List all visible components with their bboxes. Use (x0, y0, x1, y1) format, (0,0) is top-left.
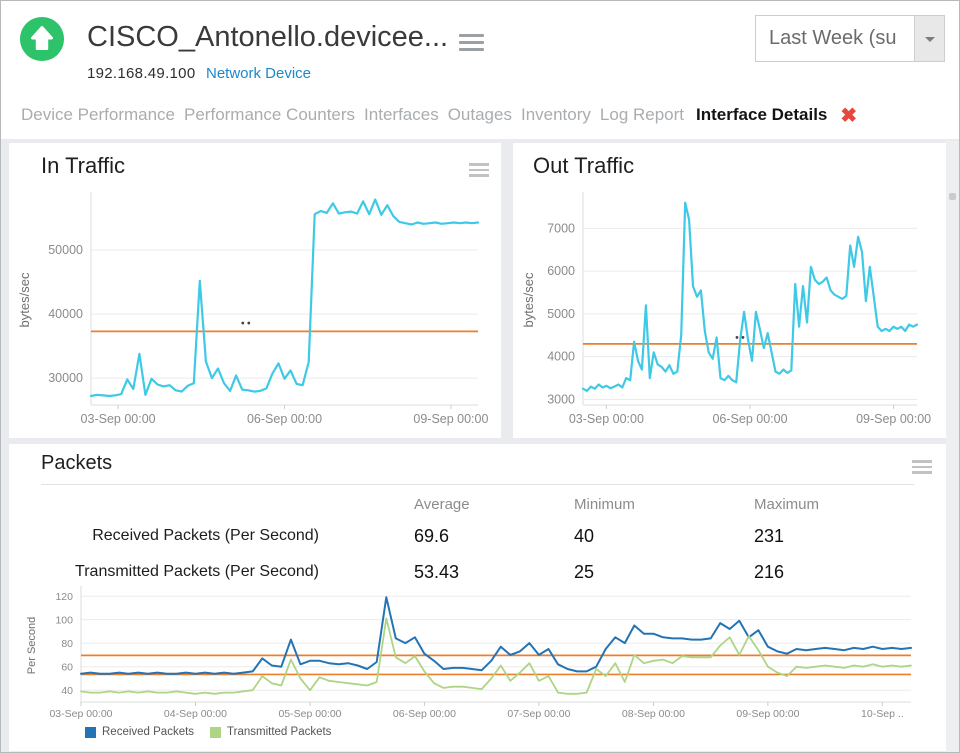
transmitted-swatch-icon (210, 726, 222, 738)
svg-text:40000: 40000 (48, 307, 83, 321)
legend-received: Received Packets (85, 726, 194, 738)
svg-text:03-Sep 00:00: 03-Sep 00:00 (569, 412, 644, 426)
svg-text:Per Second: Per Second (26, 617, 38, 674)
in-traffic-title: In Traffic (41, 153, 125, 178)
device-type-link[interactable]: Network Device (206, 65, 312, 82)
svg-text:04-Sep 00:00: 04-Sep 00:00 (164, 708, 227, 720)
column-average: Average (414, 495, 470, 513)
svg-text:09-Sep 00:00: 09-Sep 00:00 (736, 708, 799, 720)
close-icon[interactable]: ✖ (840, 104, 858, 127)
legend-transmitted: Transmitted Packets (210, 726, 331, 738)
tab-outages[interactable]: Outages (447, 105, 512, 124)
packets-panel: Packets Average Minimum Maximum Received… (9, 444, 946, 751)
packets-legend: Received Packets Transmitted Packets (85, 726, 331, 738)
transmitted-average: 53.43 (414, 561, 460, 582)
tab-inventory[interactable]: Inventory (520, 105, 591, 124)
time-range-select[interactable]: Last Week (su (755, 15, 945, 62)
svg-text:30000: 30000 (48, 371, 83, 385)
svg-text:4000: 4000 (547, 350, 575, 364)
svg-text:80: 80 (61, 638, 73, 650)
chevron-down-icon[interactable] (914, 16, 944, 61)
device-status-up-icon (19, 16, 65, 62)
svg-text:120: 120 (55, 591, 73, 603)
svg-text:09-Sep 00:00: 09-Sep 00:00 (856, 412, 931, 426)
device-menu-icon[interactable] (459, 34, 484, 55)
svg-text:08-Sep 00:00: 08-Sep 00:00 (622, 708, 685, 720)
svg-text:3000: 3000 (547, 392, 575, 406)
svg-text:06-Sep 00:00: 06-Sep 00:00 (247, 412, 322, 426)
out-traffic-panel: Out Traffic 3000 4000 5000 6000 7000 03-Sep 0… (513, 143, 946, 438)
divider (41, 484, 914, 485)
legend-received-label: Received Packets (102, 726, 195, 738)
received-maximum: 231 (754, 525, 785, 546)
svg-text:10-Sep ..: 10-Sep .. (861, 708, 904, 720)
header: CISCO_Antonello.devicee... Last Week (su… (1, 1, 959, 139)
received-minimum: 40 (574, 525, 595, 546)
out-traffic-chart: 3000 4000 5000 6000 7000 03-Sep 00:00 06-Sep 0… (521, 192, 931, 426)
packets-title: Packets (41, 452, 113, 474)
device-ip: 192.168.49.100 (87, 65, 196, 82)
time-range-value: Last Week (su (769, 27, 897, 49)
received-average: 69.6 (414, 525, 450, 546)
packets-menu-icon[interactable] (912, 460, 932, 477)
svg-text:5000: 5000 (547, 307, 575, 321)
vertical-scrollbar[interactable] (946, 141, 959, 752)
in-traffic-chart: 30000 40000 50000 03-Sep 00:00 06-Sep 00:00 0… (17, 192, 488, 426)
column-maximum: Maximum (754, 495, 820, 513)
packets-chart: 40 60 80 100 120 03-Sep 00:00 04-Sep 00:00 05-S… (26, 586, 912, 720)
table-row: Received Packets (Per Second) 69.6 40 23… (9, 518, 946, 554)
row-label-received: Received Packets (Per Second) (92, 527, 319, 544)
column-minimum: Minimum (574, 495, 635, 513)
transmitted-minimum: 25 (574, 561, 595, 582)
in-traffic-panel: In Traffic 30000 40000 50000 03-Sep 00:00 06… (9, 143, 501, 438)
svg-text:6000: 6000 (547, 264, 575, 278)
svg-text:03-Sep 00:00: 03-Sep 00:00 (49, 708, 112, 720)
tab-log-report[interactable]: Log Report (599, 105, 685, 124)
transmitted-maximum: 216 (754, 561, 785, 582)
svg-text:7000: 7000 (547, 221, 575, 235)
tab-interface-details-active[interactable]: Interface Details (696, 105, 828, 124)
svg-text:60: 60 (61, 662, 73, 674)
packets-table-header: Average Minimum Maximum (9, 490, 946, 518)
svg-text:bytes/sec: bytes/sec (521, 272, 536, 327)
svg-text:05-Sep 00:00: 05-Sep 00:00 (278, 708, 341, 720)
svg-text:06-Sep 00:00: 06-Sep 00:00 (393, 708, 456, 720)
in-traffic-menu-icon[interactable] (469, 163, 489, 180)
row-label-transmitted: Transmitted Packets (Per Second) (75, 563, 319, 580)
received-swatch-icon (85, 726, 96, 738)
svg-text:50000: 50000 (48, 243, 83, 257)
packets-table: Average Minimum Maximum Received Packets… (9, 490, 946, 590)
svg-text:09-Sep 00:00: 09-Sep 00:00 (413, 412, 488, 426)
tab-device-performance[interactable]: Device Performance (21, 105, 176, 124)
device-title: CISCO_Antonello.devicee... (87, 21, 449, 53)
table-row: Transmitted Packets (Per Second) 53.43 2… (9, 554, 946, 590)
svg-text:03-Sep 00:00: 03-Sep 00:00 (81, 412, 156, 426)
svg-text:40: 40 (61, 685, 73, 697)
svg-text:06-Sep 00:00: 06-Sep 00:00 (712, 412, 787, 426)
svg-text:100: 100 (55, 615, 73, 627)
svg-text:07-Sep 00:00: 07-Sep 00:00 (507, 708, 570, 720)
legend-transmitted-label: Transmitted Packets (227, 726, 332, 738)
tab-interfaces[interactable]: Interfaces (364, 105, 439, 124)
scrollbar-thumb[interactable] (949, 193, 956, 200)
tab-bar: Device Performance Performance Counters … (21, 99, 866, 131)
tab-performance-counters[interactable]: Performance Counters (184, 105, 356, 124)
svg-text:bytes/sec: bytes/sec (17, 272, 32, 327)
out-traffic-title: Out Traffic (533, 153, 635, 178)
